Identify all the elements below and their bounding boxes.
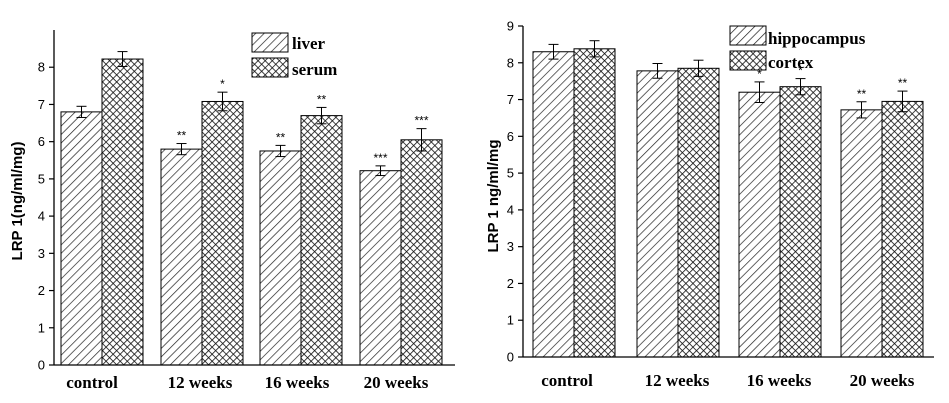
legend-swatch-cortex	[729, 50, 767, 71]
legend-label-cortex: cortex	[768, 53, 814, 72]
x-tick-label: 16 weeks	[265, 373, 330, 392]
bar-serum	[101, 58, 144, 366]
y-tick-label: 4	[507, 202, 514, 217]
significance-label: ***	[373, 151, 387, 165]
legend-label-liver: liver	[292, 34, 325, 53]
y-tick-label: 8	[38, 60, 45, 75]
legend: hippocampus cortex	[729, 25, 866, 72]
bar-liver	[60, 111, 103, 366]
significance-label: *	[757, 67, 762, 81]
bar-hippocampus	[840, 109, 883, 358]
x-tick-label: 20 weeks	[850, 371, 915, 390]
y-axis-label: LRP 1 ng/ml/mg	[485, 139, 502, 252]
y-tick-label: 7	[38, 97, 45, 112]
bar-hippocampus	[738, 91, 781, 358]
significance-label: **	[177, 129, 187, 143]
significance-label: **	[317, 92, 327, 106]
significance-label: *	[220, 77, 225, 91]
bar-cortex	[779, 86, 822, 358]
y-tick-label: 5	[38, 171, 45, 186]
legend-label-hippocampus: hippocampus	[768, 29, 866, 48]
significance-label: **	[857, 87, 867, 101]
y-tick-label: 1	[38, 320, 45, 335]
y-tick-label: 3	[507, 239, 514, 254]
significance-label: **	[898, 76, 908, 90]
y-tick-label: 7	[507, 92, 514, 107]
significance-label: *	[798, 64, 803, 78]
bar-hippocampus	[532, 51, 575, 358]
y-axis-label: LRP 1(ng/ml/mg)	[9, 142, 26, 261]
y-tick-label: 5	[507, 166, 514, 181]
significance-label: **	[276, 130, 286, 144]
y-tick-label: 6	[38, 134, 45, 149]
x-tick-label: control	[66, 373, 118, 392]
y-tick-label: 2	[507, 276, 514, 291]
bar-liver	[359, 170, 402, 366]
y-tick-label: 8	[507, 55, 514, 70]
legend-swatch-liver	[251, 32, 289, 53]
y-tick-label: 9	[507, 19, 514, 34]
x-tick-label: control	[541, 371, 593, 390]
y-tick-label: 4	[38, 209, 45, 224]
bar-liver	[160, 148, 203, 366]
bar-liver	[259, 150, 302, 366]
y-tick-label: 0	[38, 358, 45, 373]
bar-serum	[400, 139, 443, 366]
y-tick-label: 2	[38, 283, 45, 298]
legend-label-serum: serum	[292, 60, 337, 79]
bar-hippocampus	[636, 70, 679, 358]
x-tick-label: 12 weeks	[168, 373, 233, 392]
bar-cortex	[573, 48, 616, 358]
legend-swatch-hippocampus	[729, 25, 767, 46]
y-tick-label: 6	[507, 129, 514, 144]
x-tick-label: 20 weeks	[364, 373, 429, 392]
x-tick-label: 16 weeks	[747, 371, 812, 390]
y-tick-label: 1	[507, 313, 514, 328]
y-tick-label: 0	[507, 350, 514, 365]
bar-cortex	[677, 67, 720, 358]
bar-cortex	[881, 100, 924, 358]
legend: liver serum	[251, 32, 337, 79]
x-tick-label: 12 weeks	[645, 371, 710, 390]
bar-serum	[300, 115, 343, 366]
significance-label: ***	[414, 114, 428, 128]
legend-swatch-serum	[251, 57, 289, 78]
bar-serum	[201, 100, 244, 366]
y-tick-label: 3	[38, 246, 45, 261]
